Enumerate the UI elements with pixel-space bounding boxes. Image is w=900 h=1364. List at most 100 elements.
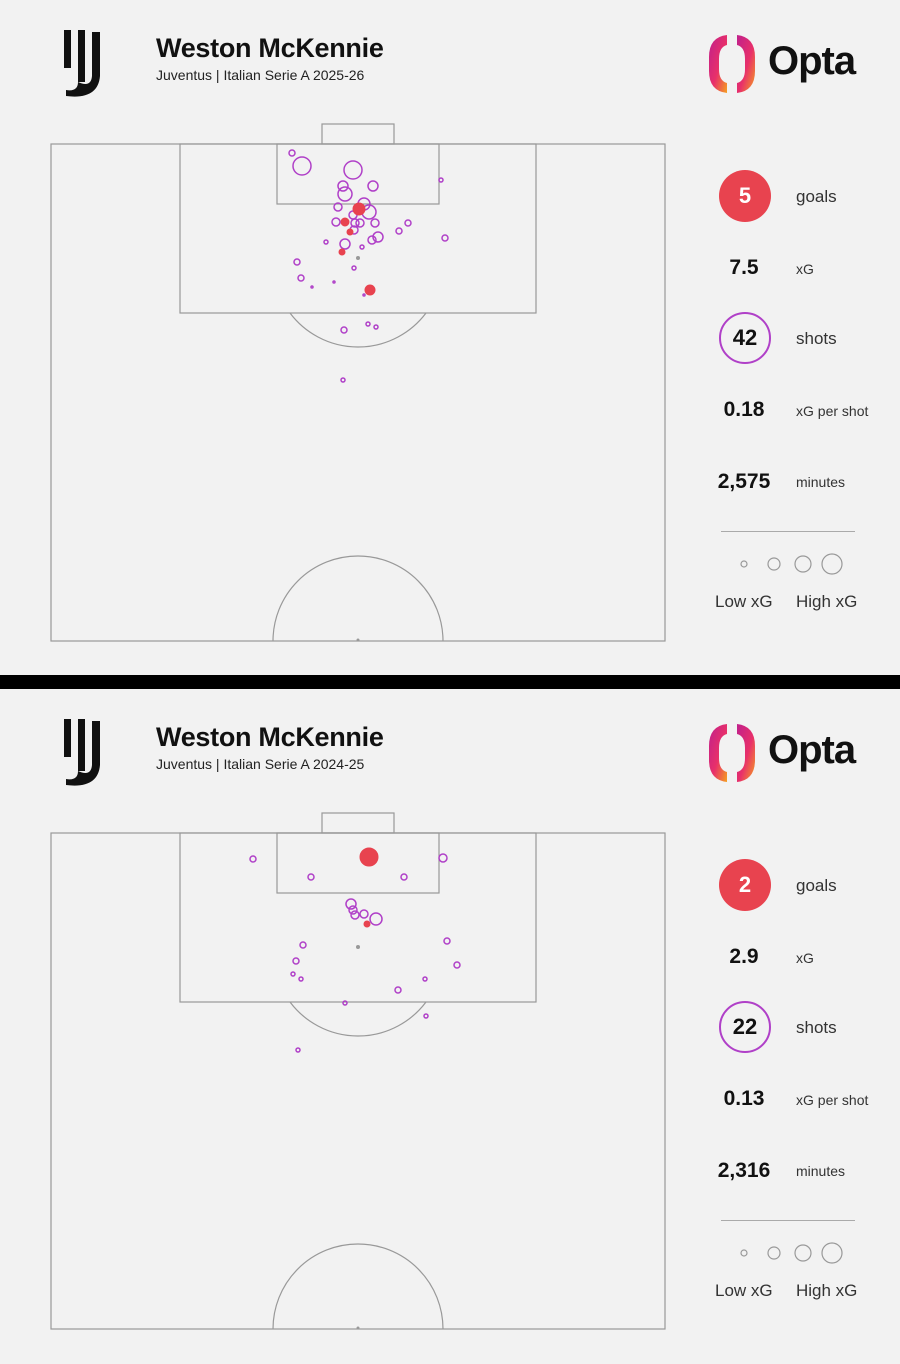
goal-marker bbox=[359, 847, 379, 867]
xg-per-shot-label: xG per shot bbox=[796, 1092, 869, 1108]
penalty-spot bbox=[356, 256, 360, 260]
xg-per-shot-label: xG per shot bbox=[796, 403, 869, 419]
shot-marker bbox=[337, 186, 353, 202]
shot-marker bbox=[340, 377, 346, 383]
xg-value: 7.5 bbox=[729, 256, 759, 279]
juventus-logo-icon bbox=[64, 30, 100, 97]
legend-low-label: Low xG bbox=[715, 1281, 773, 1300]
penalty-arc bbox=[289, 312, 427, 348]
opta-logo: Opta bbox=[705, 33, 865, 97]
shots-badge: 42 bbox=[719, 312, 771, 364]
legend-high-label: High xG bbox=[796, 592, 858, 611]
shot-marker bbox=[372, 231, 384, 243]
goals-label: goals bbox=[796, 876, 837, 895]
shot-marker bbox=[359, 909, 369, 919]
shot-marker bbox=[422, 976, 428, 982]
shot-marker bbox=[400, 873, 408, 881]
shot-marker bbox=[438, 853, 448, 863]
center-circle bbox=[272, 1243, 444, 1330]
shot-marker bbox=[342, 1000, 348, 1006]
minutes-label: minutes bbox=[796, 1163, 846, 1179]
shot-marker bbox=[394, 986, 402, 994]
shot-marker bbox=[438, 177, 444, 183]
shot-marker bbox=[339, 238, 351, 250]
center-spot bbox=[356, 638, 360, 642]
shot-marker bbox=[290, 971, 296, 977]
shot-marker bbox=[292, 957, 300, 965]
shot-marker bbox=[249, 855, 257, 863]
shot-marker bbox=[350, 910, 360, 920]
shot-marker bbox=[359, 244, 365, 250]
xg-label: xG bbox=[796, 261, 814, 277]
shot-marker bbox=[298, 976, 304, 982]
pitch-outline bbox=[50, 832, 666, 1330]
xg-size-legend bbox=[740, 1242, 843, 1264]
shot-marker bbox=[288, 149, 296, 157]
shot-marker bbox=[369, 912, 383, 926]
shot-marker bbox=[299, 941, 307, 949]
team-season-subtitle: Juventus | Italian Serie A 2025-26 bbox=[156, 67, 365, 83]
six-yard-box bbox=[276, 832, 440, 894]
shot-marker bbox=[340, 326, 348, 334]
shots-layer bbox=[288, 149, 449, 383]
legend-circle-s bbox=[767, 1246, 781, 1260]
shot-map-pitch bbox=[50, 812, 666, 1330]
goal-marker bbox=[363, 920, 371, 928]
shot-marker bbox=[441, 234, 449, 242]
juventus-logo-icon bbox=[64, 719, 100, 786]
shot-marker bbox=[350, 218, 360, 228]
shot-marker bbox=[453, 961, 461, 969]
legend-high-label: High xG bbox=[796, 1281, 858, 1300]
shot-marker bbox=[423, 1013, 429, 1019]
shot-marker bbox=[295, 1047, 301, 1053]
shots-layer bbox=[249, 847, 461, 1053]
shot-marker bbox=[292, 156, 312, 176]
shots-badge: 22 bbox=[719, 1001, 771, 1053]
minutes-value: 2,575 bbox=[717, 470, 771, 493]
team-season-subtitle: Juventus | Italian Serie A 2024-25 bbox=[156, 756, 365, 772]
shot-marker bbox=[395, 227, 403, 235]
pitch-outline bbox=[50, 143, 666, 642]
shot-marker bbox=[323, 239, 329, 245]
penalty-spot bbox=[356, 945, 360, 949]
shot-marker bbox=[362, 293, 366, 297]
opta-wordmark: Opta bbox=[768, 39, 856, 83]
opta-logo: Opta bbox=[705, 722, 865, 786]
shot-marker bbox=[343, 160, 363, 180]
legend-circle-l bbox=[821, 553, 843, 575]
player-name: Weston McKennie bbox=[156, 33, 384, 63]
legend-circle-xs bbox=[740, 1249, 748, 1257]
stats-separator bbox=[721, 1220, 855, 1221]
shot-marker bbox=[307, 873, 315, 881]
penalty-arc bbox=[289, 1001, 427, 1037]
shot-marker bbox=[351, 265, 357, 271]
six-yard-box bbox=[276, 143, 440, 205]
shot-marker bbox=[337, 180, 349, 192]
shot-marker bbox=[367, 235, 377, 245]
goal-frame bbox=[321, 123, 395, 145]
shot-marker bbox=[373, 324, 379, 330]
xg-value: 2.9 bbox=[729, 945, 759, 968]
goal-frame bbox=[321, 812, 395, 834]
shot-marker bbox=[331, 217, 341, 227]
shot-map-panel-2025-26: Weston McKennie Juventus | Italian Serie… bbox=[0, 0, 900, 675]
legend-circle-xs bbox=[740, 560, 748, 568]
shot-marker bbox=[365, 321, 371, 327]
goal-marker bbox=[338, 248, 346, 256]
minutes-label: minutes bbox=[796, 474, 846, 490]
shot-map-pitch bbox=[50, 123, 666, 642]
goal-marker bbox=[340, 217, 350, 227]
goals-label: goals bbox=[796, 187, 837, 206]
goal-marker bbox=[352, 202, 366, 216]
shot-marker bbox=[345, 898, 357, 910]
shot-marker bbox=[297, 274, 305, 282]
legend-low-label: Low xG bbox=[715, 592, 773, 611]
goal-marker bbox=[346, 228, 354, 236]
legend-circle-l bbox=[821, 1242, 843, 1264]
xg-per-shot-value: 0.18 bbox=[723, 398, 765, 421]
opta-mark-icon bbox=[709, 724, 755, 782]
shot-map-panel-2024-25: Weston McKennie Juventus | Italian Serie… bbox=[0, 689, 900, 1364]
legend-circle-s bbox=[767, 557, 781, 571]
shot-marker bbox=[332, 280, 336, 284]
goals-badge: 2 bbox=[719, 859, 771, 911]
